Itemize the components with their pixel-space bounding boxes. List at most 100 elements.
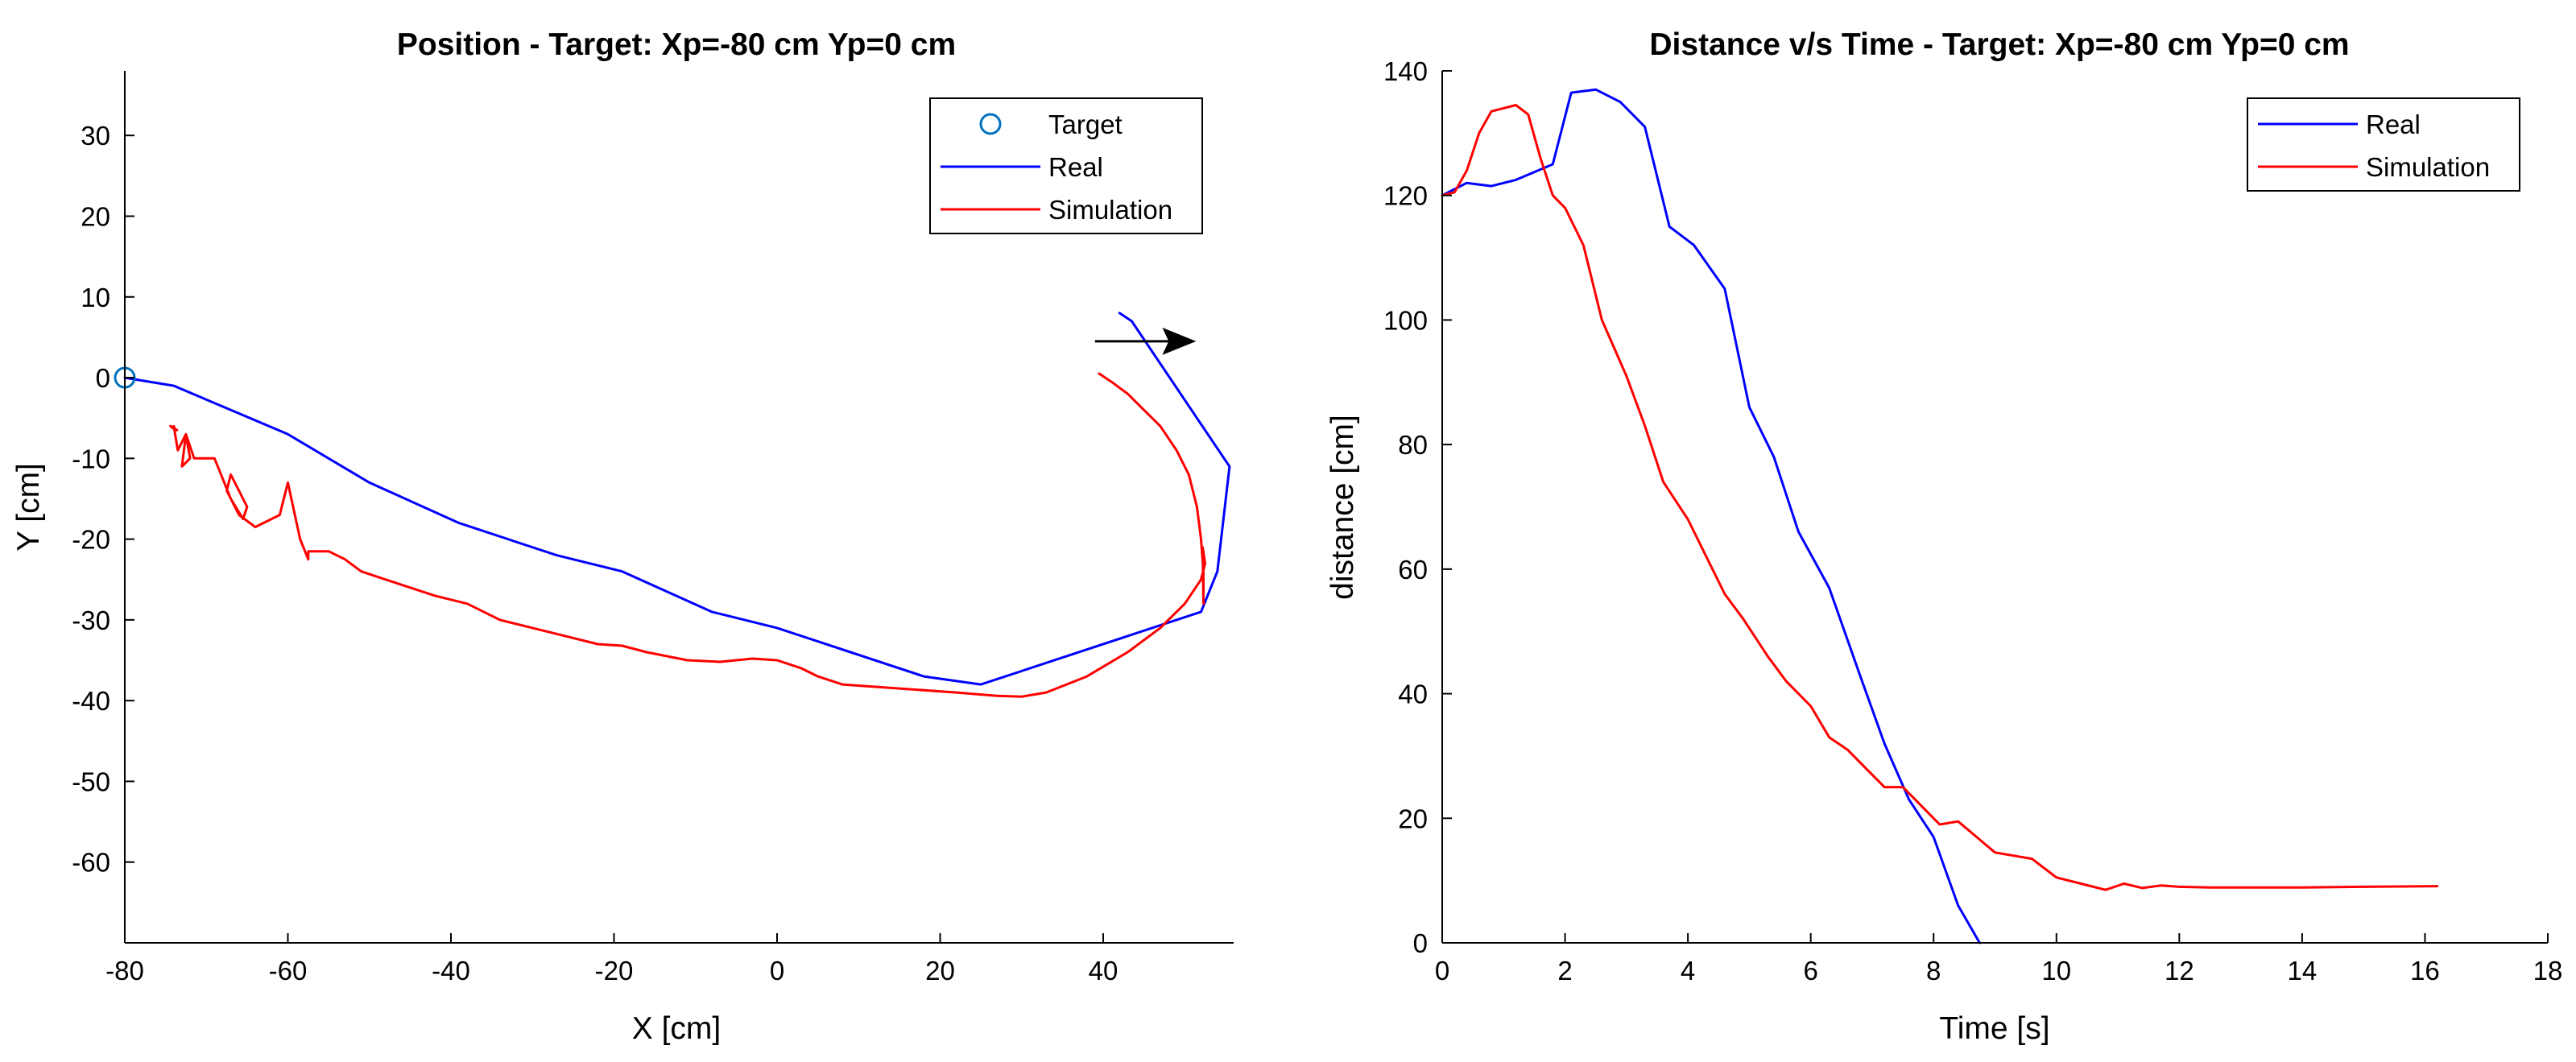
position-simulation-point xyxy=(214,458,215,459)
distance-plot-area xyxy=(1441,88,2439,944)
position-simulation-point xyxy=(720,662,721,663)
position-y-tick-label: -10 xyxy=(72,444,110,473)
legend-target-marker xyxy=(979,113,1002,135)
distance-x-tick-label: 10 xyxy=(2041,956,2071,986)
distance-real-point xyxy=(1466,183,1467,184)
position-real-point xyxy=(556,555,557,556)
distance-simulation-point xyxy=(1724,593,1725,594)
position-real-point xyxy=(1131,320,1132,321)
distance-y-tick-label: 120 xyxy=(1383,181,1428,211)
position-chart: Position - Target: Xp=-80 cm Yp=0 cm -80… xyxy=(11,27,1234,1046)
distance-legend-box xyxy=(2247,97,2520,192)
position-simulation-point xyxy=(1203,603,1204,604)
position-simulation-point xyxy=(173,426,174,427)
position-real-point xyxy=(369,482,370,483)
position-real-point xyxy=(981,684,982,685)
distance-series-simulation-line xyxy=(1441,104,2439,891)
distance-x-tick-label: 12 xyxy=(2165,956,2194,986)
distance-real-point xyxy=(1595,89,1596,90)
distance-series-real-line xyxy=(1441,88,1981,944)
distance-real-point xyxy=(1884,743,1885,744)
distance-simulation-point xyxy=(1540,158,1541,159)
position-simulation-point xyxy=(194,458,195,459)
position-simulation-point xyxy=(801,668,802,669)
position-x-tick-label: 0 xyxy=(770,956,784,986)
distance-axes xyxy=(1441,71,2548,944)
distance-x-tick-label: 14 xyxy=(2288,956,2318,986)
distance-simulation-point xyxy=(1829,737,1830,738)
position-x-tick-label: -60 xyxy=(269,956,308,986)
distance-simulation-point xyxy=(1644,425,1645,426)
position-simulation-point xyxy=(1143,410,1144,411)
position-simulation-point xyxy=(185,434,186,435)
position-x-tick-label: -40 xyxy=(432,956,470,986)
position-y-tick-label: -30 xyxy=(72,605,110,635)
distance-x-tick-label: 18 xyxy=(2533,956,2563,986)
position-simulation-point xyxy=(175,430,176,431)
distance-simulation-point xyxy=(2160,885,2161,886)
position-simulation-point xyxy=(181,466,182,467)
distance-x-tick-label: 4 xyxy=(1681,956,1695,986)
position-y-tick-label: -20 xyxy=(72,525,110,555)
position-simulation-point xyxy=(1127,394,1128,395)
position-simulation-point xyxy=(1127,652,1128,653)
distance-simulation-point xyxy=(1491,111,1492,112)
position-series-real-line xyxy=(123,312,1231,686)
heading-arrow-head xyxy=(1162,327,1197,355)
position-simulation-point xyxy=(230,498,231,499)
distance-simulation-point xyxy=(1663,481,1664,482)
position-simulation-point xyxy=(467,603,468,604)
position-legend: Target Real Simulation xyxy=(929,97,1203,234)
distance-real-point xyxy=(1724,288,1725,289)
distance-simulation-point xyxy=(1866,768,1867,769)
position-simulation-point xyxy=(817,676,818,677)
distance-chart: Distance v/s Time - Target: Xp=-80 cm Yp… xyxy=(1325,27,2562,1046)
position-simulation-point xyxy=(1046,692,1047,693)
position-simulation-point xyxy=(956,692,957,693)
position-simulation-point xyxy=(842,684,843,685)
position-simulation-point xyxy=(777,660,778,661)
position-simulation-point xyxy=(386,579,387,580)
position-y-axis-label: Y [cm] xyxy=(11,463,46,552)
position-x-tick-label: -80 xyxy=(105,956,144,986)
position-real-point xyxy=(777,627,778,628)
distance-simulation-point xyxy=(2240,887,2241,888)
position-simulation-point xyxy=(398,583,399,584)
legend-simulation-label: Simulation xyxy=(1048,195,1172,225)
position-simulation-point xyxy=(246,506,247,507)
distance-simulation-point xyxy=(2081,883,2082,884)
position-y-tick-label: -60 xyxy=(72,848,110,878)
position-real-point xyxy=(1217,571,1218,572)
distance-simulation-point xyxy=(2179,886,2180,887)
distance-real-point xyxy=(1644,126,1645,127)
position-real-point xyxy=(1229,466,1230,467)
legend2-real-label: Real xyxy=(2366,110,2421,139)
position-simulation-point xyxy=(361,571,362,572)
distance-simulation-point xyxy=(1810,706,1811,707)
position-simulation-point xyxy=(1021,696,1022,697)
distance-simulation-point xyxy=(2056,877,2057,878)
position-simulation-point xyxy=(434,595,435,596)
distance-y-tick-label: 60 xyxy=(1398,555,1428,585)
distance-simulation-point xyxy=(2013,855,2014,856)
distance-simulation-point xyxy=(1503,108,1504,109)
distance-ticks: 0 2 4 6 8 10 12 14 16 18 0 20 40 60 80 100 120 140 xyxy=(1383,56,2562,986)
position-y-tick-label: 10 xyxy=(81,283,110,312)
distance-simulation-point xyxy=(1478,133,1479,134)
distance-real-point xyxy=(1491,186,1492,187)
position-y-tick-label: -50 xyxy=(72,767,110,796)
legend-target-label: Target xyxy=(1048,110,1123,139)
legend-real-label: Real xyxy=(1048,152,1103,182)
distance-simulation-point xyxy=(2142,887,2143,888)
distance-y-tick-label: 40 xyxy=(1398,680,1428,709)
distance-simulation-point xyxy=(1626,376,1627,377)
position-x-tick-label: 20 xyxy=(925,956,955,986)
position-y-tick-label: 30 xyxy=(81,121,110,151)
distance-y-tick-label: 20 xyxy=(1398,804,1428,833)
position-simulation-point xyxy=(687,660,688,661)
position-x-tick-label: 40 xyxy=(1089,956,1118,986)
legend2-simulation-label: Simulation xyxy=(2366,152,2490,182)
distance-y-tick-label: 0 xyxy=(1413,928,1428,958)
distance-y-tick-label: 140 xyxy=(1383,56,1428,86)
